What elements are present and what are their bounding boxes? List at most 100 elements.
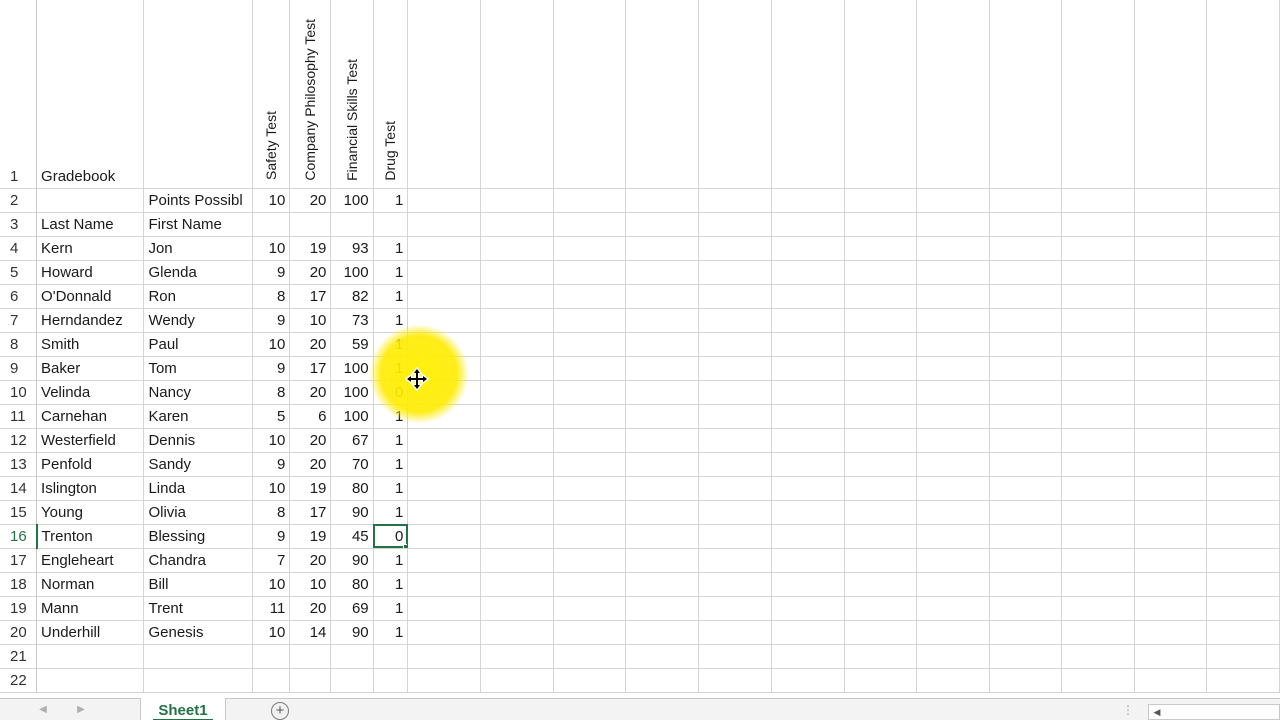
cell[interactable]	[1206, 500, 1280, 525]
cell[interactable]	[553, 380, 627, 405]
cell[interactable]	[407, 404, 482, 429]
row-header[interactable]: 2	[0, 188, 38, 213]
score-cell[interactable]: 17	[289, 356, 332, 381]
cell[interactable]	[553, 212, 627, 237]
cell[interactable]	[844, 308, 917, 333]
cell[interactable]	[844, 356, 917, 381]
first-name-cell[interactable]: Blessing	[143, 524, 253, 549]
cell[interactable]	[916, 668, 990, 693]
cell[interactable]	[1061, 596, 1135, 621]
cell[interactable]	[625, 572, 700, 597]
cell[interactable]	[989, 500, 1062, 525]
row-header[interactable]: 17	[0, 548, 38, 573]
cell[interactable]	[844, 668, 917, 693]
cell[interactable]	[698, 332, 772, 357]
cell[interactable]	[480, 644, 555, 669]
cell[interactable]	[698, 236, 772, 261]
score-cell[interactable]: 7	[252, 548, 291, 573]
cell[interactable]	[771, 644, 845, 669]
cell[interactable]	[1061, 500, 1135, 525]
last-name-cell[interactable]: Norman	[36, 572, 145, 597]
first-name-header[interactable]: First Name	[143, 212, 253, 237]
score-cell[interactable]: 1	[373, 284, 409, 309]
test-header-cell[interactable]: Company Philosophy Test	[289, 0, 332, 189]
cell[interactable]	[480, 380, 555, 405]
cell[interactable]	[1206, 236, 1280, 261]
cell[interactable]	[771, 404, 845, 429]
cell[interactable]	[330, 212, 374, 237]
score-cell[interactable]: 8	[252, 500, 291, 525]
cell[interactable]	[480, 524, 555, 549]
cell[interactable]	[916, 0, 990, 189]
cell[interactable]	[1206, 596, 1280, 621]
cell[interactable]	[989, 356, 1062, 381]
cell[interactable]	[407, 500, 482, 525]
cell[interactable]	[916, 404, 990, 429]
row-header[interactable]: 22	[0, 668, 38, 693]
cell[interactable]	[771, 668, 845, 693]
score-cell[interactable]: 67	[330, 428, 374, 453]
cell[interactable]	[373, 644, 409, 669]
cell[interactable]	[407, 428, 482, 453]
score-cell[interactable]: 1	[373, 572, 409, 597]
cell[interactable]	[1061, 212, 1135, 237]
score-cell[interactable]: 90	[330, 548, 374, 573]
points-cell[interactable]: 20	[289, 188, 332, 213]
first-name-cell[interactable]: Ron	[143, 284, 253, 309]
cell[interactable]	[1134, 212, 1207, 237]
cell[interactable]	[916, 260, 990, 285]
cell[interactable]	[771, 572, 845, 597]
first-name-cell[interactable]: Dennis	[143, 428, 253, 453]
cell[interactable]	[480, 452, 555, 477]
row-header[interactable]: 21	[0, 644, 38, 669]
cell[interactable]	[698, 404, 772, 429]
cell[interactable]	[916, 452, 990, 477]
row-header[interactable]: 1	[0, 0, 38, 189]
cell[interactable]	[407, 188, 482, 213]
row-header[interactable]: 5	[0, 260, 38, 285]
cell[interactable]	[625, 212, 700, 237]
first-name-cell[interactable]: Jon	[143, 236, 253, 261]
score-cell[interactable]: 19	[289, 236, 332, 261]
score-cell[interactable]: 19	[289, 476, 332, 501]
cell[interactable]	[1134, 404, 1207, 429]
score-cell[interactable]: 0	[373, 380, 409, 405]
cell[interactable]	[553, 404, 627, 429]
first-name-cell[interactable]: Trent	[143, 596, 253, 621]
cell[interactable]	[1061, 620, 1135, 645]
cell[interactable]	[1061, 236, 1135, 261]
cell[interactable]	[844, 596, 917, 621]
row-header[interactable]: 4	[0, 236, 38, 261]
tab-sheet1[interactable]: Sheet1	[140, 698, 226, 720]
cell[interactable]	[1061, 428, 1135, 453]
row-header[interactable]: 12	[0, 428, 38, 453]
cell[interactable]	[407, 236, 482, 261]
cell[interactable]	[625, 236, 700, 261]
cell[interactable]	[1134, 620, 1207, 645]
score-cell[interactable]: 20	[289, 380, 332, 405]
score-cell[interactable]: 82	[330, 284, 374, 309]
score-cell[interactable]: 9	[252, 260, 291, 285]
cell[interactable]	[553, 452, 627, 477]
cell[interactable]	[1061, 524, 1135, 549]
score-cell[interactable]: 10	[252, 332, 291, 357]
cell[interactable]	[916, 284, 990, 309]
cell[interactable]	[1206, 356, 1280, 381]
cell[interactable]	[989, 332, 1062, 357]
cell[interactable]	[1134, 356, 1207, 381]
cell[interactable]	[698, 308, 772, 333]
cell[interactable]	[771, 308, 845, 333]
score-cell[interactable]: 9	[252, 308, 291, 333]
cell[interactable]	[407, 332, 482, 357]
cell[interactable]	[407, 596, 482, 621]
cell[interactable]	[698, 644, 772, 669]
row-header[interactable]: 11	[0, 404, 38, 429]
cell[interactable]	[1061, 668, 1135, 693]
cell[interactable]	[916, 356, 990, 381]
cell[interactable]	[989, 260, 1062, 285]
score-cell[interactable]: 1	[373, 404, 409, 429]
cell[interactable]	[916, 380, 990, 405]
cell[interactable]	[844, 404, 917, 429]
cell[interactable]	[1061, 572, 1135, 597]
selected-cell[interactable]: 0	[373, 524, 409, 549]
